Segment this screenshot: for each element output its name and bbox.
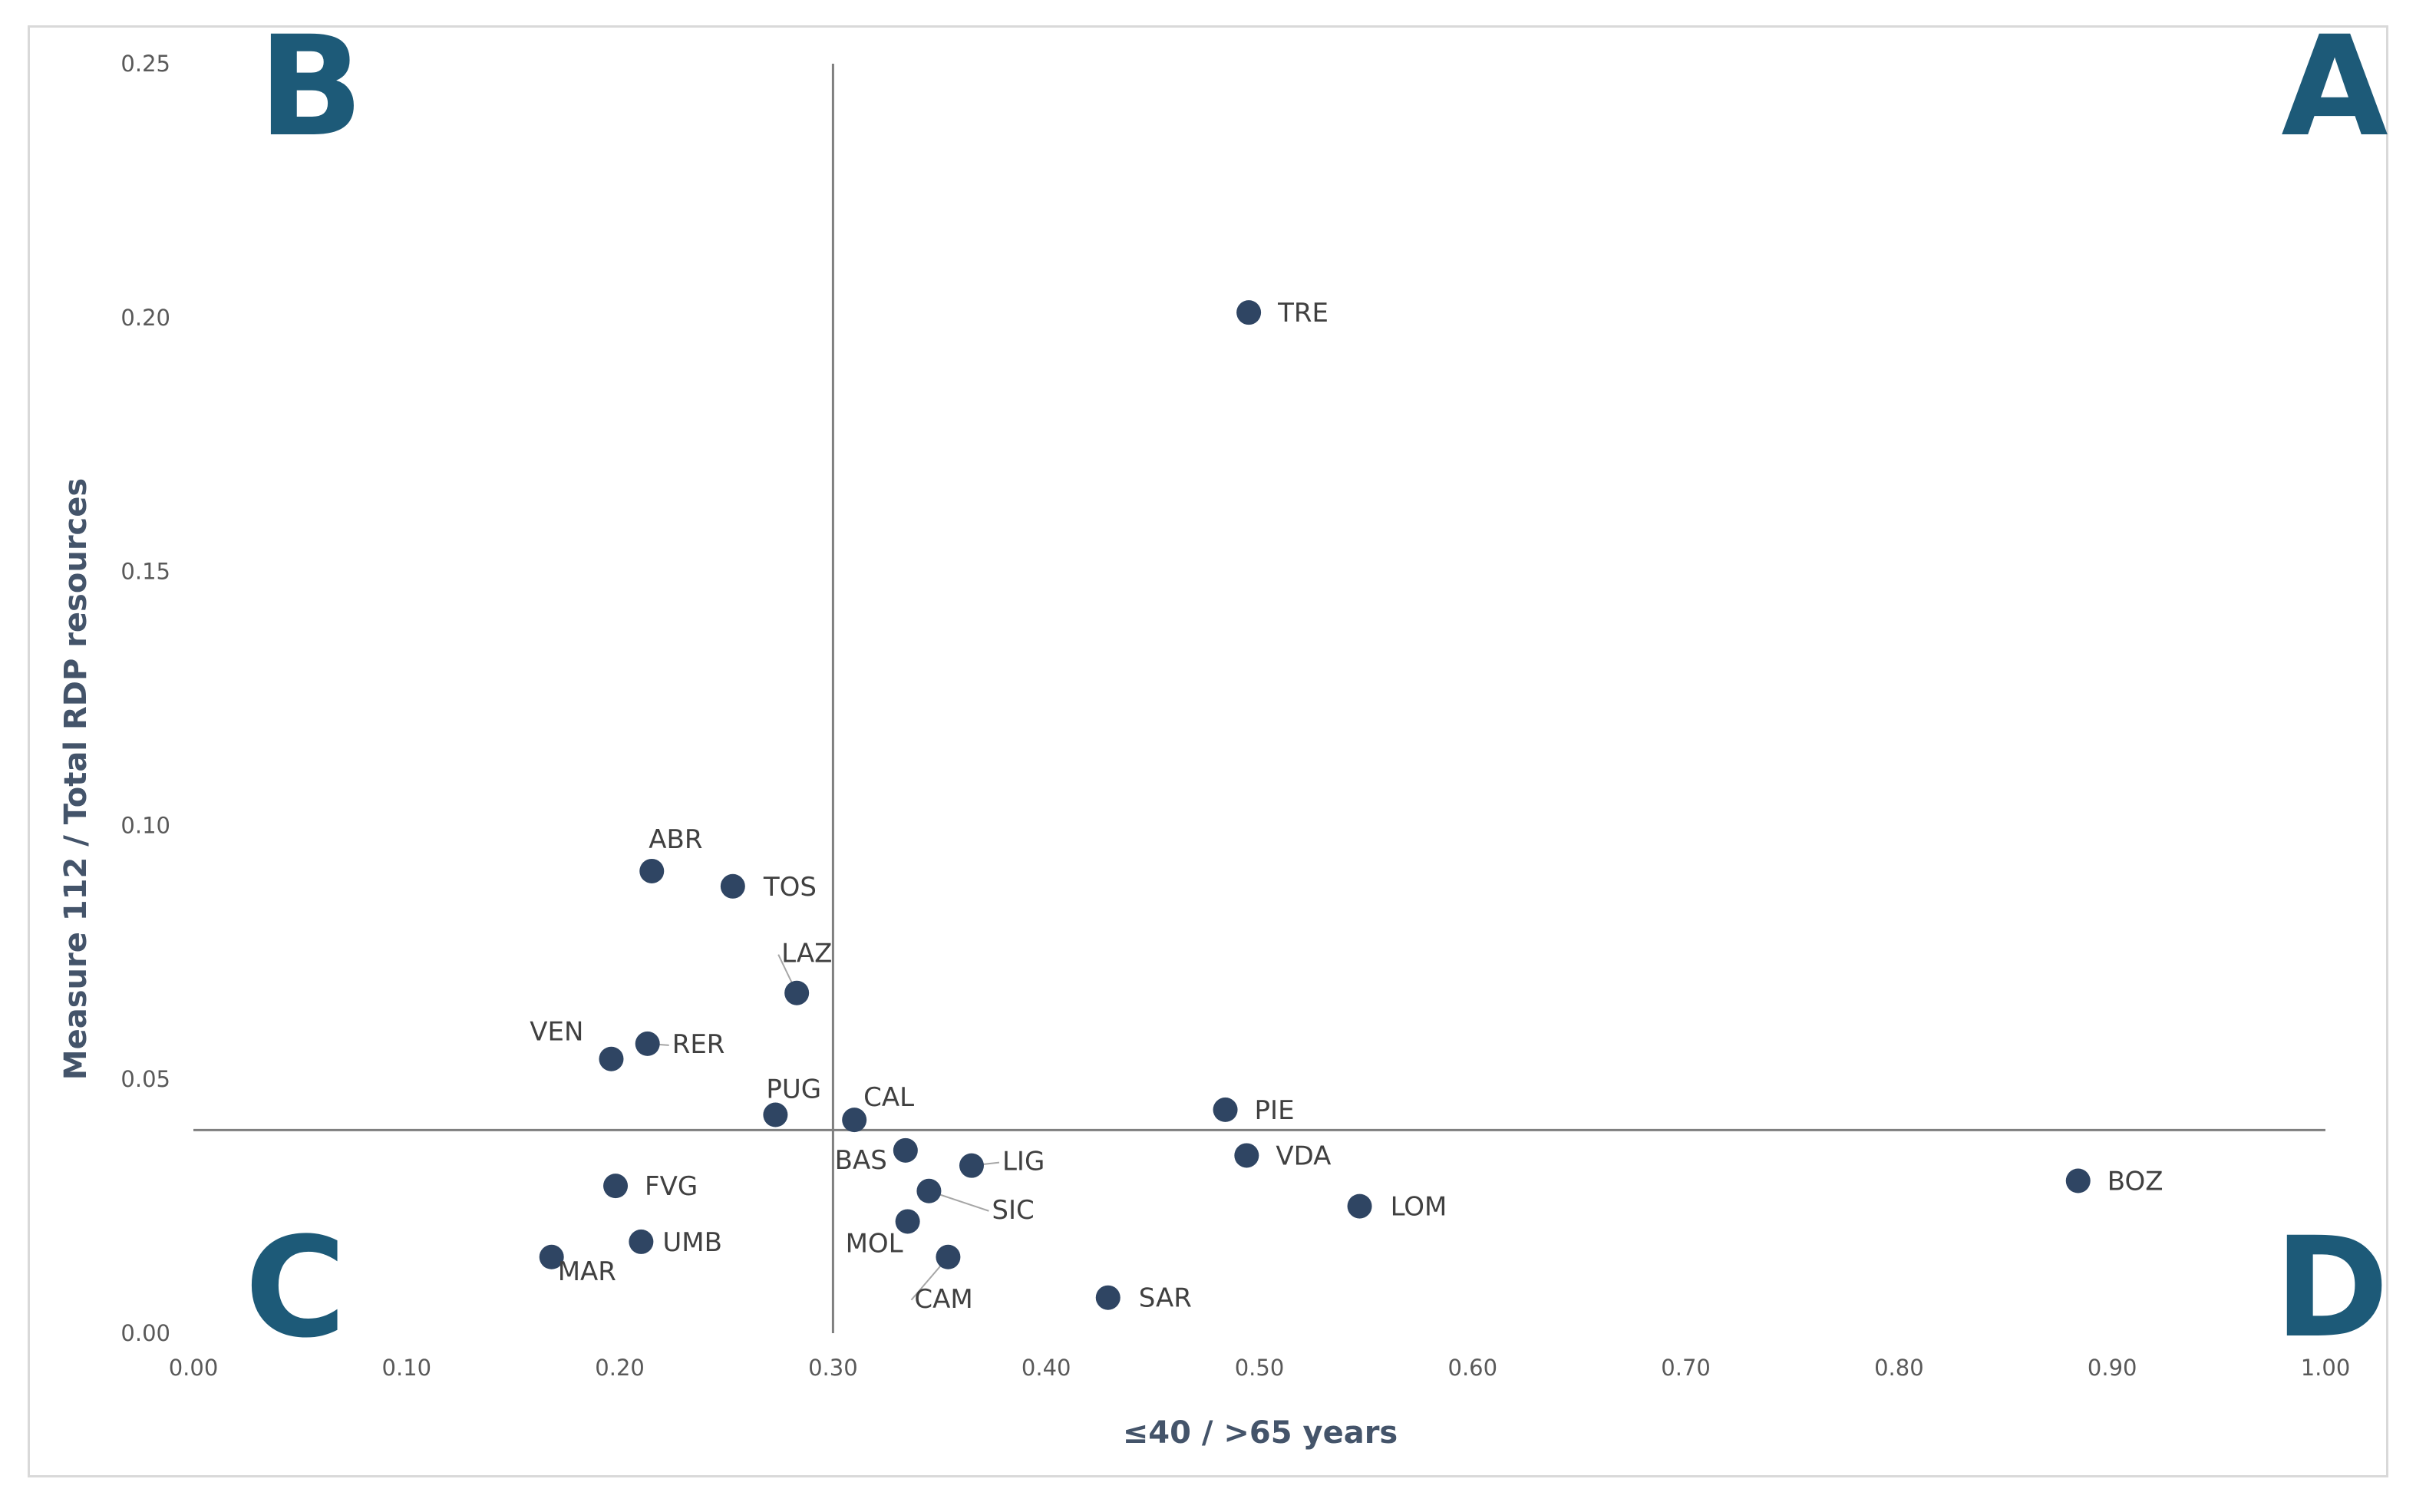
data-point-cam bbox=[936, 1244, 961, 1269]
x-tick-label: 0.30 bbox=[808, 1355, 858, 1381]
chart-frame bbox=[28, 25, 2388, 1477]
point-label-cam: CAM bbox=[914, 1284, 972, 1315]
y-tick-label: 0.15 bbox=[120, 559, 170, 585]
point-label-pie: PIE bbox=[1255, 1095, 1295, 1126]
data-points bbox=[539, 300, 2091, 1310]
y-axis-ticks: 0.00 0.05 0.10 0.15 0.20 0.25 bbox=[120, 51, 170, 1346]
data-point-pie bbox=[1213, 1097, 1238, 1122]
x-tick-label: 0.50 bbox=[1235, 1355, 1285, 1381]
quadrant-label-bottom-right: D bbox=[2274, 1208, 2388, 1368]
point-label-laz: LAZ bbox=[781, 939, 832, 969]
data-point-abr bbox=[639, 858, 665, 883]
y-axis-title: Measure 112 / Total RDP resources bbox=[58, 478, 94, 1080]
x-tick-label: 1.00 bbox=[2301, 1355, 2351, 1381]
x-tick-label: 0.00 bbox=[169, 1355, 219, 1381]
x-tick-label: 0.70 bbox=[1661, 1355, 1711, 1381]
data-point-mol bbox=[895, 1209, 920, 1234]
y-tick-label: 0.05 bbox=[120, 1066, 170, 1092]
point-label-cal: CAL bbox=[863, 1082, 914, 1113]
data-point-rer bbox=[635, 1031, 660, 1056]
data-point-lig bbox=[959, 1153, 984, 1178]
point-label-mol: MOL bbox=[846, 1228, 903, 1259]
x-tick-label: 0.20 bbox=[595, 1355, 645, 1381]
x-tick-label: 0.90 bbox=[2088, 1355, 2137, 1381]
x-tick-label: 0.80 bbox=[1874, 1355, 1924, 1381]
data-point-umb bbox=[629, 1229, 654, 1254]
data-point-cal bbox=[842, 1108, 867, 1133]
point-labels: TRE ABR TOS LAZ VEN RER PUG CAL BAS LIG SIC MOL CAM S… bbox=[530, 298, 2163, 1315]
data-point-ven bbox=[599, 1046, 624, 1071]
y-tick-label: 0.00 bbox=[120, 1320, 170, 1346]
x-tick-label: 0.40 bbox=[1022, 1355, 1071, 1381]
y-tick-label: 0.25 bbox=[120, 51, 170, 77]
data-point-lom bbox=[1347, 1193, 1372, 1219]
reference-lines bbox=[193, 64, 2325, 1333]
point-label-tre: TRE bbox=[1277, 298, 1328, 328]
data-point-sar bbox=[1095, 1285, 1121, 1310]
data-point-laz bbox=[784, 980, 810, 1005]
y-tick-label: 0.10 bbox=[120, 812, 170, 838]
data-point-fvg bbox=[603, 1174, 629, 1199]
quadrant-label-top-left: B bbox=[258, 7, 363, 167]
point-label-vda: VDA bbox=[1276, 1141, 1331, 1171]
point-label-ven: VEN bbox=[530, 1017, 583, 1048]
point-label-bas: BAS bbox=[835, 1145, 887, 1176]
x-axis-title: ≤40 / >65 years bbox=[1123, 1415, 1398, 1451]
data-point-bas bbox=[893, 1137, 918, 1163]
x-axis-ticks: 0.00 0.10 0.20 0.30 0.40 0.50 0.60 0.70 0.80 0.90… bbox=[169, 1355, 2351, 1381]
point-label-tos: TOS bbox=[763, 872, 817, 903]
data-point-tos bbox=[720, 873, 745, 899]
point-label-abr: ABR bbox=[649, 824, 702, 855]
point-label-lig: LIG bbox=[1002, 1147, 1045, 1177]
point-label-fvg: FVG bbox=[645, 1171, 698, 1202]
point-label-pug: PUG bbox=[766, 1075, 821, 1105]
point-label-boz: BOZ bbox=[2107, 1167, 2164, 1197]
quadrant-label-bottom-left: C bbox=[245, 1208, 346, 1368]
data-point-mar bbox=[539, 1244, 564, 1269]
y-tick-label: 0.20 bbox=[120, 305, 170, 331]
x-tick-label: 0.10 bbox=[382, 1355, 432, 1381]
point-label-mar: MAR bbox=[558, 1256, 616, 1287]
point-label-lom: LOM bbox=[1391, 1192, 1447, 1223]
point-label-rer: RER bbox=[672, 1029, 725, 1060]
data-point-sic bbox=[916, 1178, 942, 1203]
data-point-boz bbox=[2065, 1168, 2091, 1193]
quadrant-label-top-right: A bbox=[2281, 7, 2388, 167]
point-label-umb: UMB bbox=[662, 1227, 722, 1258]
point-label-sic: SIC bbox=[992, 1195, 1034, 1226]
data-point-vda bbox=[1234, 1143, 1259, 1168]
data-point-tre bbox=[1236, 300, 1262, 325]
point-label-sar: SAR bbox=[1139, 1283, 1192, 1314]
x-tick-label: 0.60 bbox=[1448, 1355, 1498, 1381]
data-point-pug bbox=[763, 1102, 788, 1127]
